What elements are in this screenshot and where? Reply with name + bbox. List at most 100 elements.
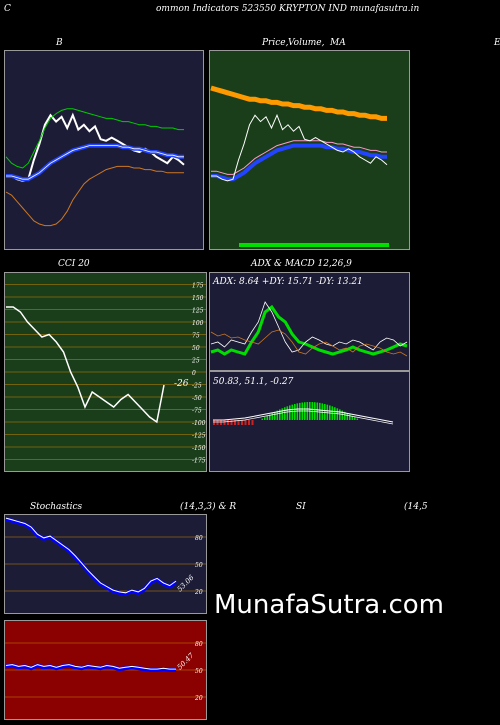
macd-hist-bar — [351, 415, 354, 420]
osc-tick-label: 80 — [195, 641, 203, 648]
cci-tick-label: 0 — [192, 370, 196, 377]
cci-title: CCI 20 — [58, 259, 90, 269]
macd-hist-bar — [314, 402, 316, 420]
macd-hist-bar — [269, 414, 271, 420]
ma-short-band — [211, 143, 387, 182]
cci-value-label: -26 — [174, 379, 189, 389]
macd-line — [213, 408, 394, 423]
macd-hist-bar — [227, 420, 229, 425]
cci-tick-label: -75 — [192, 408, 202, 415]
macd-hist-bar — [296, 403, 299, 420]
plus-dy-line — [210, 301, 408, 353]
osc-tick-label: 50 — [195, 562, 203, 569]
osc-main-line — [5, 663, 176, 672]
cci-tick-label: -175 — [192, 458, 206, 465]
macd-hist-bar — [234, 420, 236, 425]
macd-hist-bar — [230, 420, 233, 425]
osc-tick-label: 80 — [195, 535, 203, 542]
stoch-title-right: (14,3,3) & R — [180, 502, 237, 512]
macd-hist-bar — [251, 420, 254, 425]
osc-tick-label: 20 — [194, 695, 203, 702]
bb-middle-line — [6, 145, 184, 180]
macd-hist-bar — [220, 420, 222, 425]
price-line — [211, 113, 388, 182]
macd-hist-bar — [274, 411, 276, 420]
macd-hist-bar — [344, 411, 346, 420]
cci-tick-label: -150 — [192, 445, 206, 452]
stoch-title-left: Stochastics — [30, 502, 83, 512]
macd-hist-bar — [294, 403, 296, 420]
header-left-letter: C — [4, 4, 11, 14]
macd-hist-bar — [241, 420, 243, 425]
macd-hist-bar — [356, 418, 359, 420]
rsi-title-right: (14,5 — [404, 502, 428, 512]
cci-tick-label: 175 — [192, 283, 204, 290]
rsi-title-left: SI — [296, 502, 306, 512]
macd-hist-bar — [321, 403, 324, 420]
cci-tick-label: -25 — [192, 383, 202, 390]
adx-title: ADX & MACD 12,26,9 — [251, 259, 352, 269]
watermark: MunafaSutra.com — [214, 590, 445, 620]
osc-signal-line — [5, 664, 176, 670]
bb-lower-line — [5, 165, 184, 227]
minus-dy-line — [210, 329, 408, 357]
ma-long-line — [210, 85, 387, 121]
macd-hist-bar — [326, 404, 329, 420]
macd-hist-bar — [319, 402, 321, 420]
price-title-b: Volume, — [288, 38, 325, 48]
macd-signal-line — [213, 410, 394, 425]
osc-main-line — [5, 517, 178, 596]
macd-hist-bar — [341, 410, 344, 420]
price-title-a: Price, — [262, 38, 289, 48]
macd-hist-bar — [237, 420, 240, 425]
macd-hist-bar — [223, 420, 226, 425]
bb-upper-line — [5, 108, 184, 169]
macd-hist-bar — [336, 408, 339, 420]
page-title: ommon Indicators 523550 KRYPTON IND muna… — [156, 4, 420, 14]
macd-hist-bar — [299, 402, 301, 420]
macd-hist-bar — [279, 409, 281, 420]
price-edge-letter: E — [494, 38, 500, 48]
cci-line — [6, 306, 165, 424]
adx-panel: ADX: 8.64 +DY: 15.71 -DY: 13.21 50.83, 5… — [209, 272, 410, 472]
price-title-c: MA — [330, 38, 346, 48]
macd-hist-bar — [289, 405, 291, 420]
macd-hist-bar — [276, 410, 279, 420]
adx-readout: ADX: 8.64 +DY: 15.71 -DY: 13.21 — [212, 277, 363, 287]
macd-hist-bar — [316, 402, 319, 420]
macd-hist-bar — [266, 415, 269, 420]
cci-tick-label: -125 — [192, 433, 206, 440]
macd-hist-bar — [324, 403, 326, 420]
cci-tick-label: 50 — [192, 345, 200, 352]
cci-tick-label: 100 — [192, 320, 204, 327]
macd-hist-bar — [244, 420, 247, 425]
price-panel — [209, 50, 410, 250]
ma-pink-line — [211, 140, 387, 175]
bollinger-panel — [4, 50, 204, 250]
macd-hist-bar — [339, 409, 341, 420]
cci-tick-label: -50 — [192, 395, 202, 402]
macd-hist-bar — [286, 406, 289, 420]
osc-tick-label: 50 — [195, 668, 203, 675]
cci-panel: 175 150 125 100 75 50 25 0 -25 -50 -75 -100 -125 -150… — [4, 272, 207, 472]
macd-hist-bar — [346, 413, 349, 420]
macd-hist-bar — [213, 420, 215, 425]
macd-hist-bar — [264, 417, 266, 420]
osc-signal-line — [5, 517, 177, 594]
bb-price-line — [6, 112, 185, 182]
cci-tick-label: 150 — [192, 295, 204, 302]
macd-hist-bar — [349, 414, 351, 420]
bollinger-title: B — [56, 38, 63, 48]
macd-hist-bar — [281, 408, 284, 420]
macd-hist-bar — [284, 407, 286, 420]
macd-readout: 50.83, 51.1, -0.27 — [213, 377, 294, 387]
cci-tick-label: 25 — [191, 358, 200, 365]
macd-hist-bar — [291, 404, 294, 420]
macd-hist-bar — [216, 420, 219, 425]
osc-tick-label: 20 — [194, 589, 203, 596]
cci-tick-label: -100 — [192, 420, 206, 427]
volume-bars — [239, 243, 389, 247]
macd-hist-bar — [271, 413, 274, 420]
